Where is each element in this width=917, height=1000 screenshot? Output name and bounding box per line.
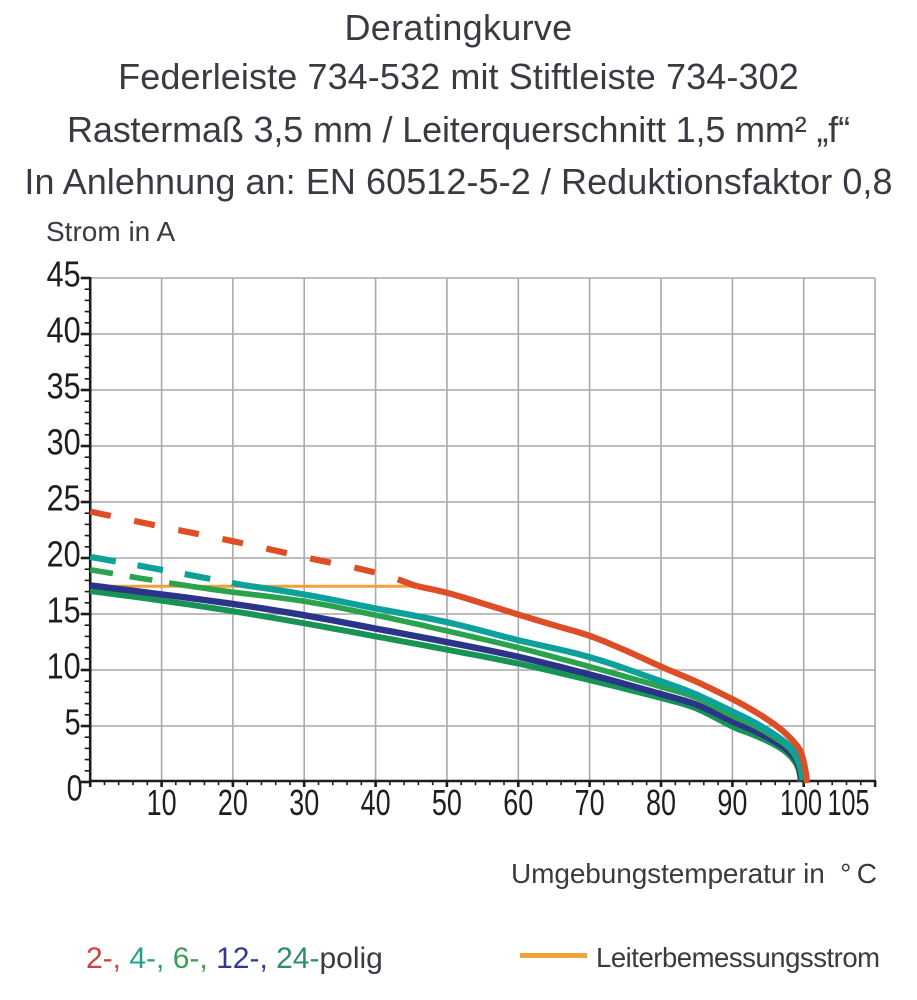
svg-text:40: 40 bbox=[47, 309, 81, 350]
svg-text:70: 70 bbox=[575, 782, 605, 823]
svg-text:10: 10 bbox=[47, 645, 81, 686]
svg-text:30: 30 bbox=[47, 421, 81, 462]
svg-text:10: 10 bbox=[147, 782, 177, 823]
svg-text:35: 35 bbox=[47, 365, 81, 406]
svg-text:25: 25 bbox=[47, 477, 81, 518]
svg-text:90: 90 bbox=[717, 782, 747, 823]
svg-text:20: 20 bbox=[218, 782, 248, 823]
svg-text:30: 30 bbox=[289, 782, 319, 823]
svg-text:0: 0 bbox=[67, 768, 83, 809]
svg-text:5: 5 bbox=[65, 701, 81, 742]
svg-text:80: 80 bbox=[646, 782, 676, 823]
svg-text:15: 15 bbox=[47, 589, 81, 630]
svg-text:20: 20 bbox=[47, 533, 81, 574]
svg-text:45: 45 bbox=[47, 253, 81, 294]
svg-text:50: 50 bbox=[432, 782, 462, 823]
svg-text:40: 40 bbox=[361, 782, 391, 823]
svg-text:105: 105 bbox=[828, 782, 870, 823]
svg-text:100: 100 bbox=[780, 782, 822, 823]
svg-text:60: 60 bbox=[503, 782, 533, 823]
